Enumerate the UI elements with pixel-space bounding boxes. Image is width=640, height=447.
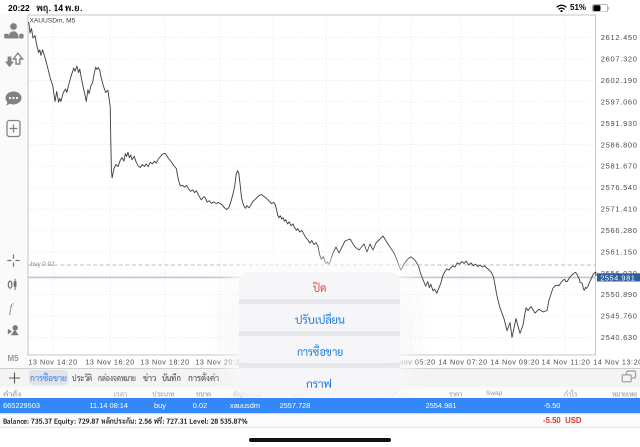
svg-text:13 Nov 16:20: 13 Nov 16:20	[85, 358, 134, 367]
svg-text:14 Nov 11:20: 14 Nov 11:20	[542, 358, 591, 367]
svg-text:14 Nov 09:20: 14 Nov 09:20	[490, 358, 539, 367]
svg-text:2597.060: 2597.060	[601, 97, 638, 106]
svg-text:14 Nov 13:20: 14 Nov 13:20	[593, 358, 640, 367]
svg-text:M5: M5	[8, 354, 20, 363]
svg-text:2545.760: 2545.760	[601, 312, 638, 321]
svg-text:buy 0.02: buy 0.02	[31, 261, 56, 268]
svg-text:f: f	[9, 302, 14, 316]
svg-text:2554.981: 2554.981	[600, 273, 635, 282]
svg-text:13 Nov 14:20: 13 Nov 14:20	[28, 358, 77, 367]
svg-text:XAUUSDm, M5: XAUUSDm, M5	[30, 17, 76, 24]
svg-text:2581.670: 2581.670	[601, 162, 638, 171]
svg-text:2612.450: 2612.450	[601, 33, 638, 42]
svg-text:2561.150: 2561.150	[601, 247, 638, 256]
svg-text:13 Nov 20:20: 13 Nov 20:20	[195, 358, 244, 367]
svg-text:2607.320: 2607.320	[601, 55, 638, 64]
svg-text:2550.890: 2550.890	[601, 290, 638, 299]
svg-text:2586.800: 2586.800	[601, 140, 638, 149]
svg-text:2540.630: 2540.630	[601, 333, 638, 342]
svg-text:14 Nov 05:20: 14 Nov 05:20	[386, 358, 435, 367]
svg-text:2576.540: 2576.540	[601, 183, 638, 192]
svg-text:2602.190: 2602.190	[601, 76, 638, 85]
svg-text:14 Nov 07:20: 14 Nov 07:20	[438, 358, 487, 367]
svg-text:2566.280: 2566.280	[601, 226, 638, 235]
svg-text:2571.410: 2571.410	[601, 205, 638, 214]
svg-text:13 Nov 18:20: 13 Nov 18:20	[140, 358, 189, 367]
svg-text:2591.930: 2591.930	[601, 119, 638, 128]
